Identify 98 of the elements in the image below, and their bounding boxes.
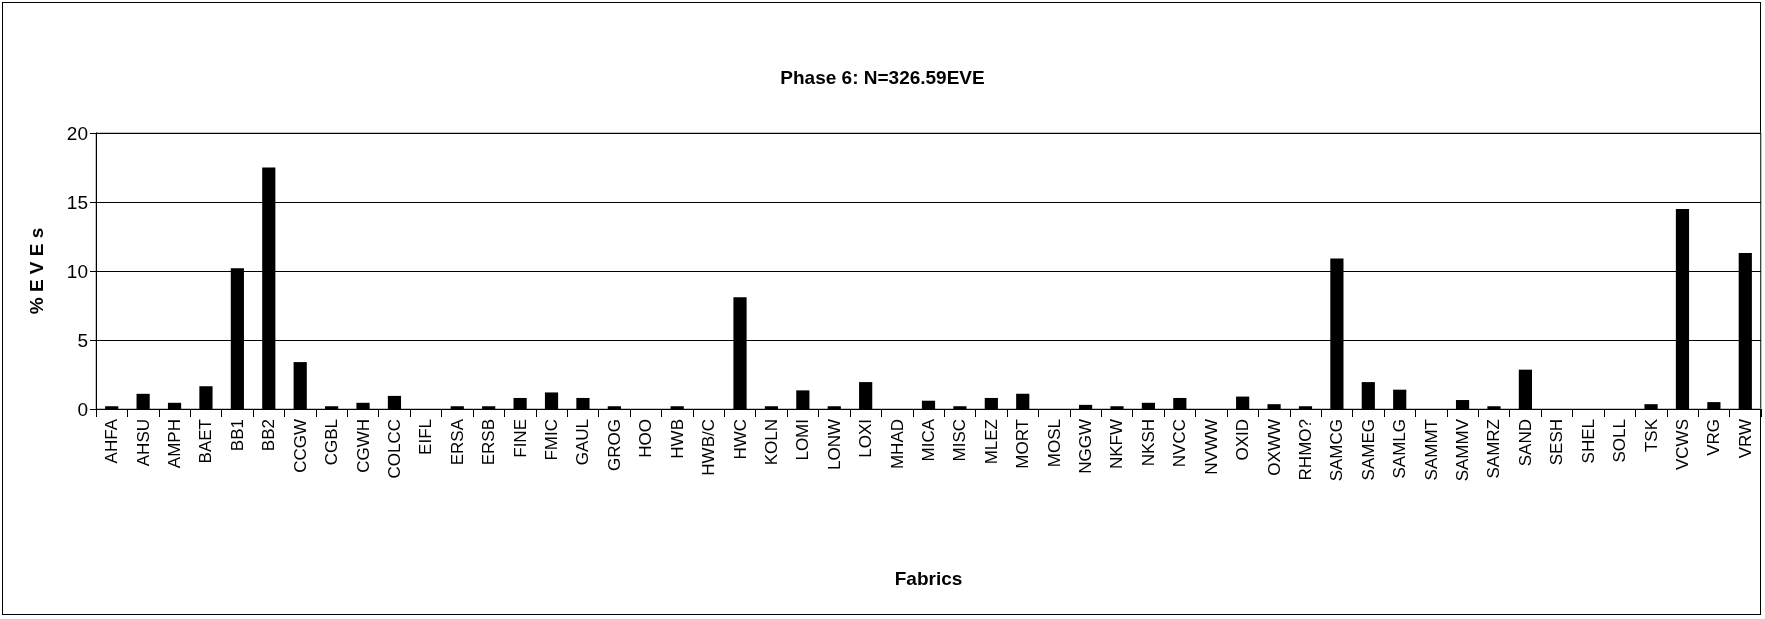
bar [1487,406,1501,409]
x-tick-label: VRW [1735,419,1755,459]
bar [1644,404,1658,409]
bar [482,406,496,409]
x-tick-label: CGWH [353,419,373,473]
x-tick-label: FINE [510,419,530,458]
y-axis-title: % E V E s [26,227,47,315]
x-tick-label: ERSB [479,419,499,466]
bar [199,386,213,409]
bar [1361,382,1375,409]
y-tick-label: 20 [66,122,88,144]
bar [325,406,339,409]
bar [1298,406,1313,409]
bar [293,362,307,409]
x-tick-label: COLCC [384,419,404,479]
x-tick-label: VRG [1704,419,1724,456]
bar [1236,396,1250,409]
bar [450,406,464,409]
x-tick-label: BAET [196,419,216,464]
x-tick-label: SAMRZ [1484,419,1504,479]
y-tick-label: 10 [66,260,88,282]
x-tick-label: AMPH [165,419,185,469]
x-tick-label: SESH [1547,419,1567,466]
bar [576,397,590,409]
x-tick-label: HOO [636,419,656,458]
x-tick-label: NKFW [1107,419,1127,470]
x-tick-label: KOLN [761,419,781,466]
x-tick-label: GROG [604,419,624,471]
bar [1016,393,1030,409]
x-tick-label: AHSU [133,419,153,467]
bar [105,406,119,409]
bar [1267,404,1281,409]
bar [136,393,150,409]
x-tick-label: SAMMT [1421,419,1441,481]
x-tick-label: SOLL [1610,419,1630,463]
x-tick-label: SAMLG [1390,419,1410,479]
x-tick-label: HWC [730,419,750,460]
x-tick-label: NGGW [1076,419,1096,474]
x-tick-label: EIFL [416,419,436,455]
bar [764,406,779,409]
x-tick-label: SAMCG [1327,419,1347,482]
y-tick-label: 0 [77,398,88,420]
x-tick-label: VCWS [1672,419,1692,470]
x-tick-label: BB1 [227,419,247,452]
x-tick-label: MISC [950,419,970,462]
x-tick-label: MORT [1013,419,1033,469]
x-tick-label: CCGW [290,419,310,473]
bar [607,406,621,409]
x-tick-label: LOXI [856,419,876,458]
x-tick-label: HWB/C [699,419,719,476]
bar [984,397,998,409]
x-tick-label: LOMI [793,419,813,461]
chart-title: Phase 6: N=326.59EVE [780,67,985,88]
x-tick-label: MICA [919,418,938,462]
bar [387,395,402,409]
x-tick-label: OXWW [1264,419,1284,476]
x-tick-label: HWB [667,419,687,459]
x-axis-title: Fabrics [894,568,963,589]
bar [1393,389,1407,409]
bar [1455,400,1470,409]
x-tick-label: TSK [1641,418,1661,453]
x-tick-label: NVCC [1170,419,1190,468]
x-tick-label: LONW [824,419,844,470]
bar [953,406,967,409]
bar [921,400,936,409]
bar [356,402,370,409]
bar [796,390,810,409]
x-tick-label: MHAD [887,419,907,470]
bar [859,382,873,409]
bar [1173,397,1187,409]
y-tick-label: 5 [77,329,88,351]
x-tick-label: FMIC [542,419,562,461]
x-tick-label: SAND [1515,419,1535,467]
x-tick-label: SHEL [1578,419,1598,464]
bar [544,392,559,409]
x-tick-label: AHFA [102,418,122,464]
x-tick-label: OXID [1233,419,1253,461]
bar [827,406,841,409]
x-tick-label: RHMO? [1295,419,1315,481]
y-tick-label: 15 [66,191,88,213]
x-tick-label: MLEZ [981,419,1001,465]
bar [167,402,182,409]
bar [670,406,684,409]
bar [1078,404,1093,409]
x-tick-label: ERSA [447,418,467,466]
x-tick-label: SAMMV [1453,418,1473,482]
x-tick-label: CGBL [322,419,342,466]
bar [1518,369,1532,409]
x-tick-label: NKSH [1138,419,1158,467]
x-tick-label: BB2 [259,419,279,452]
bar [1141,402,1155,409]
bar [513,397,527,409]
x-tick-label: GAUL [573,419,593,466]
bar [1110,406,1124,409]
x-tick-label: NVWW [1201,419,1221,475]
x-tick-label: MOSL [1044,419,1064,468]
x-tick-label: SAMEG [1358,419,1378,481]
bar [1707,402,1721,409]
